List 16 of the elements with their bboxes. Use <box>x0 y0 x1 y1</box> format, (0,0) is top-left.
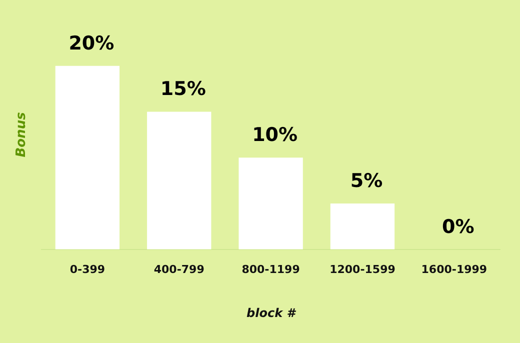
bar <box>147 112 212 250</box>
bar <box>330 204 395 250</box>
data-label: 5% <box>350 170 383 192</box>
data-label: 20% <box>68 32 114 54</box>
data-label: 0% <box>442 216 474 238</box>
bar <box>238 158 303 250</box>
x-tick-label: 1600-1999 <box>421 262 488 276</box>
y-axis-title: Bonus <box>14 112 30 158</box>
x-tick-label: 800-1199 <box>242 262 300 276</box>
x-tick-label: 1200-1599 <box>330 262 396 276</box>
x-tick-label: 0-399 <box>70 262 106 276</box>
x-tick-label: 400-799 <box>154 262 204 276</box>
data-label: 10% <box>252 124 298 146</box>
bar <box>55 66 120 250</box>
x-axis-title: block # <box>246 306 297 320</box>
data-label: 15% <box>160 78 206 100</box>
